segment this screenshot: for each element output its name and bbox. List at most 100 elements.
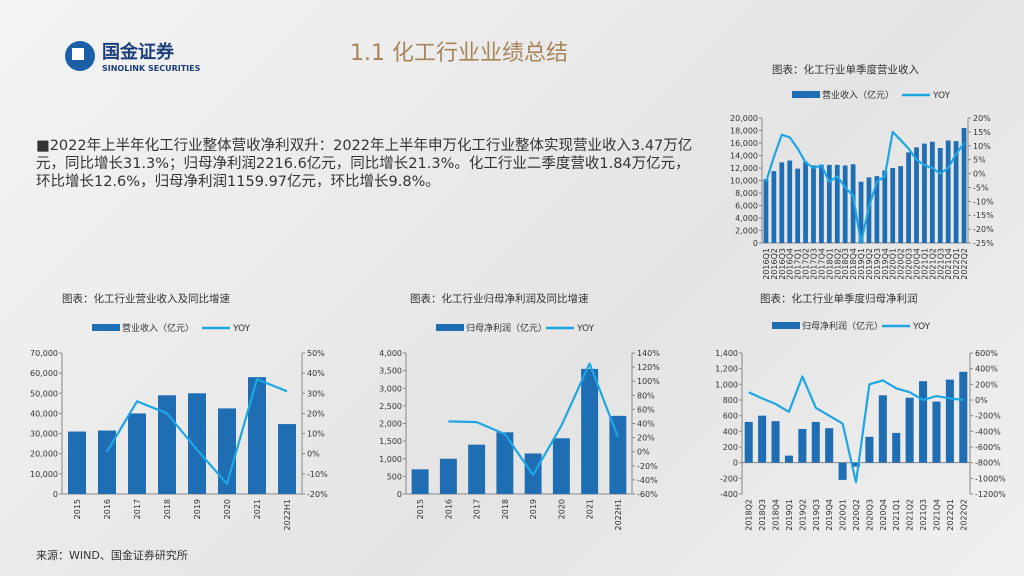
x-tick-label: 2019Q3 [873, 248, 882, 280]
logo-icon-inner [72, 48, 84, 60]
x-tick-label: 2018Q1 [825, 248, 834, 280]
x-tick-label: 2019Q4 [825, 499, 834, 531]
bar [248, 377, 266, 494]
y2-tick-label: -25% [973, 239, 994, 248]
bar [795, 168, 801, 243]
x-tick-label: 2017Q1 [794, 248, 803, 280]
bar [811, 421, 820, 463]
x-tick-label: 2018Q3 [841, 248, 850, 280]
y2-tick-label: -600% [975, 443, 1001, 452]
yoy-line [764, 130, 965, 245]
logo-en: SINOLINK SECURITIES [102, 64, 201, 73]
y-tick-label: 6,000 [735, 202, 758, 211]
y2-tick-label: -10% [973, 197, 994, 206]
x-tick-label: 2017Q2 [802, 248, 811, 280]
bar [906, 152, 911, 243]
y2-tick-label: -800% [975, 459, 1001, 468]
bar [858, 181, 864, 243]
bar [128, 413, 146, 494]
bar [218, 408, 236, 494]
x-tick-label: 2022Q2 [959, 499, 968, 531]
y2-tick-label: 120% [637, 363, 660, 372]
legend-swatch [792, 91, 820, 98]
yoy-line [748, 375, 964, 484]
y2-tick-label: 20% [973, 114, 991, 123]
x-tick-label: 2019Q1 [785, 499, 794, 531]
bar [496, 432, 514, 494]
bar [945, 140, 951, 243]
x-tick-label: 2020 [223, 499, 232, 519]
y2-tick-label: 600% [975, 349, 998, 358]
body-text: ■2022年上半年化工行业整体营收净利双升：2022年上半年申万化工行业整体实现… [36, 138, 693, 190]
bar [882, 170, 888, 243]
y2-tick-label: 10% [307, 430, 325, 439]
y2-tick-label: 80% [637, 391, 655, 400]
y-tick-label: 0 [53, 490, 58, 499]
bar [468, 444, 486, 494]
bar [898, 166, 904, 243]
x-tick-label: 2019Q4 [881, 248, 890, 280]
y-tick-label: -200 [720, 474, 738, 483]
y2-tick-label: 40% [637, 420, 655, 429]
x-tick-label: 2018 [163, 499, 172, 519]
bar [959, 371, 968, 463]
y-tick-label: 16,000 [730, 139, 758, 148]
x-tick-label: 2018Q4 [772, 499, 781, 531]
x-tick-label: 2017Q4 [817, 248, 826, 280]
x-tick-label: 2020 [557, 499, 566, 519]
bar [825, 428, 834, 463]
bar [834, 164, 840, 243]
bar [758, 415, 767, 463]
y2-tick-label: 140% [637, 349, 660, 358]
y2-tick-label: 60% [637, 405, 655, 414]
y-tick-label: 10,000 [730, 177, 758, 186]
x-tick-label: 2021Q3 [936, 248, 945, 280]
y2-tick-label: -20% [973, 225, 994, 234]
legend-swatch [772, 322, 800, 329]
y-tick-label: 30,000 [30, 430, 58, 439]
y2-tick-label: -15% [973, 211, 994, 220]
y-tick-label: 400 [723, 427, 738, 436]
y2-tick-label: 0% [307, 450, 320, 459]
bar [278, 424, 296, 494]
x-tick-label: 2020Q3 [905, 248, 914, 280]
bar [784, 455, 793, 463]
y-tick-label: 1,000 [715, 380, 738, 389]
bar [552, 438, 570, 494]
y-tick-label: 12,000 [730, 164, 758, 173]
bar [771, 421, 780, 463]
x-tick-label: 2021Q4 [932, 499, 941, 531]
x-tick-label: 2021Q2 [928, 248, 937, 280]
source: 来源：WIND、国金证券研究所 [36, 549, 188, 562]
x-tick-label: 2015 [416, 499, 425, 519]
chart-title: 图表：化工行业营业收入及同比增速 [62, 292, 230, 305]
x-tick-label: 2016 [103, 499, 112, 519]
legend-label: YOY [912, 322, 931, 332]
bar [850, 164, 856, 243]
x-tick-label: 2018Q3 [758, 499, 767, 531]
bar [838, 462, 847, 480]
y2-tick-label: 200% [975, 380, 998, 389]
bar [919, 381, 928, 463]
y-tick-label: 14,000 [730, 152, 758, 161]
x-tick-label: 2021 [253, 499, 262, 519]
bar [842, 165, 848, 243]
y2-tick-label: 0% [975, 396, 988, 405]
y2-tick-label: -20% [637, 462, 658, 471]
legend-label: YOY [932, 91, 951, 101]
bar [803, 161, 808, 243]
x-tick-label: 2019 [529, 499, 538, 519]
y2-tick-label: 50% [307, 349, 325, 358]
x-tick-label: 2020Q3 [865, 499, 874, 531]
y2-tick-label: 15% [973, 128, 991, 137]
x-tick-label: 2022Q2 [960, 248, 969, 280]
y-tick-label: 10,000 [30, 470, 58, 479]
bar [905, 397, 914, 463]
y2-tick-label: -5% [973, 183, 989, 192]
bar [609, 415, 627, 494]
x-tick-label: 2018 [501, 499, 510, 519]
bar [914, 147, 919, 243]
y2-tick-label: 5% [973, 156, 986, 165]
